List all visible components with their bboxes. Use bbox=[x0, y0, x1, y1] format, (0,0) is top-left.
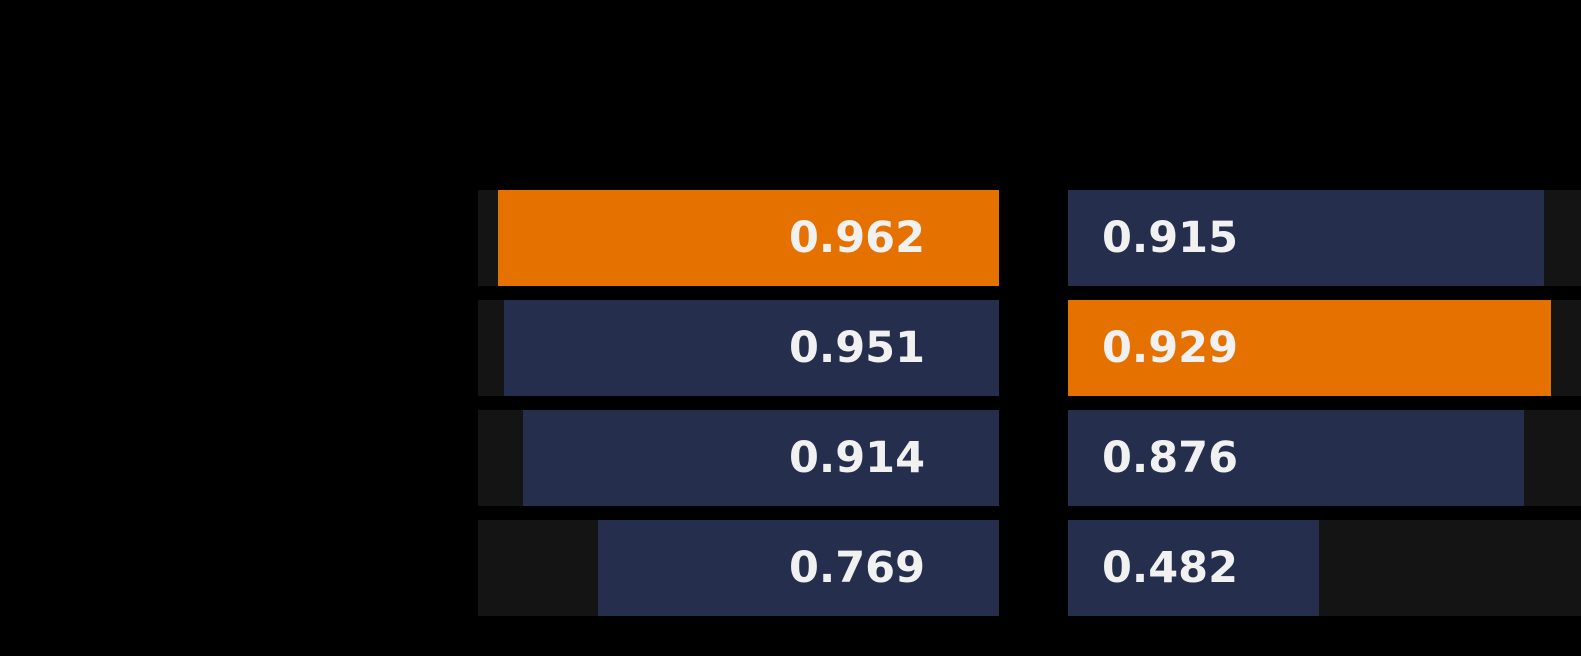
bar: 0.482 bbox=[1068, 520, 1319, 616]
bar-row: 0.769 bbox=[478, 520, 999, 616]
bar-panel-right: 0.915 0.929 0.876 0.482 bbox=[1068, 190, 1581, 616]
bar-value-label: 0.914 bbox=[788, 432, 925, 483]
bar: 0.914 bbox=[522, 410, 999, 506]
bar: 0.769 bbox=[598, 520, 999, 616]
bar-row: 0.951 bbox=[478, 300, 999, 396]
bar-row: 0.962 bbox=[478, 190, 999, 286]
bar-panel-left: 0.962 0.951 0.914 0.769 bbox=[478, 190, 999, 616]
bar-row: 0.914 bbox=[478, 410, 999, 506]
bar-value-label: 0.482 bbox=[1102, 542, 1239, 593]
bar-row: 0.929 bbox=[1068, 300, 1581, 396]
bar-value-label: 0.915 bbox=[1102, 212, 1239, 263]
bar-highlighted: 0.929 bbox=[1068, 300, 1552, 396]
bar: 0.915 bbox=[1068, 190, 1544, 286]
bar-value-label: 0.929 bbox=[1102, 322, 1239, 373]
bar-value-label: 0.876 bbox=[1102, 432, 1239, 483]
bar-value-label: 0.951 bbox=[788, 322, 925, 373]
bar-value-label: 0.769 bbox=[788, 542, 925, 593]
bar: 0.951 bbox=[503, 300, 999, 396]
bar-value-label: 0.962 bbox=[788, 212, 925, 263]
bar: 0.876 bbox=[1068, 410, 1524, 506]
bar-row: 0.482 bbox=[1068, 520, 1581, 616]
bar-highlighted: 0.962 bbox=[497, 190, 999, 286]
bar-row: 0.915 bbox=[1068, 190, 1581, 286]
bar-row: 0.876 bbox=[1068, 410, 1581, 506]
